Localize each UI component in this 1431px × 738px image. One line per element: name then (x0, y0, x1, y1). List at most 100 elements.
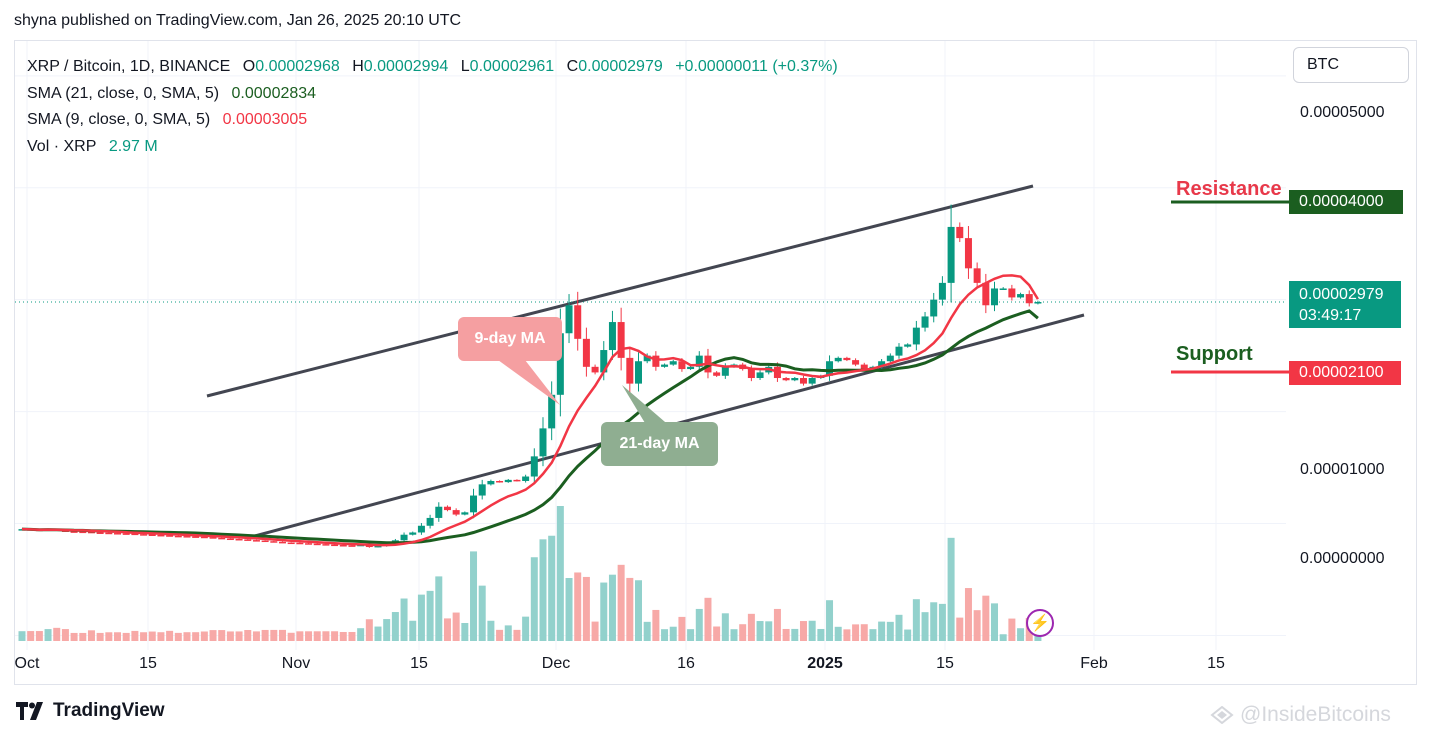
sma9-label[interactable]: SMA (9, close, 0, SMA, 5) (27, 111, 211, 128)
candle-body (956, 226, 964, 239)
candle-body (348, 545, 356, 547)
currency-button[interactable]: BTC (1293, 47, 1409, 83)
candle-body (1008, 288, 1016, 298)
candle-body (183, 536, 191, 538)
candle-body (669, 361, 677, 365)
insidebitcoins-logo-icon (1210, 706, 1234, 724)
candle-body (209, 537, 217, 539)
candle-body (244, 539, 252, 541)
candle-body (938, 282, 946, 300)
candle-body (435, 506, 443, 518)
channel-upper-line (206, 184, 1034, 398)
candle-body (756, 372, 764, 379)
candle-body (912, 327, 920, 345)
volume-bar (626, 577, 634, 641)
volume-bar (383, 619, 391, 641)
volume-bar (261, 629, 269, 641)
sma21-row: SMA (21, close, 0, SMA, 5) 0.00002834 (27, 81, 838, 108)
time-axis-label: 16 (677, 655, 695, 672)
symbol-name[interactable]: XRP / Bitcoin, 1D, BINANCE (27, 58, 231, 75)
volume-bar (765, 621, 773, 641)
volume-bar (600, 582, 608, 641)
volume-bar (218, 630, 226, 641)
candle-body (652, 355, 660, 367)
chart-legend: XRP / Bitcoin, 1D, BINANCE O0.00002968 H… (27, 54, 838, 160)
ohlc-row: XRP / Bitcoin, 1D, BINANCE O0.00002968 H… (27, 58, 838, 75)
time-axis-label: 15 (410, 655, 428, 672)
candle-body (296, 542, 304, 545)
volume-bar (235, 631, 243, 641)
sma21-label[interactable]: SMA (21, close, 0, SMA, 5) (27, 84, 220, 102)
volume-bar (70, 632, 78, 641)
candle-body (982, 282, 990, 306)
volume-bar (773, 608, 781, 641)
candle-body (713, 372, 721, 376)
tradingview-logo-icon (16, 702, 43, 720)
volume-bar (852, 624, 860, 641)
candle-body (930, 299, 938, 317)
volume-bar (87, 630, 95, 641)
volume-bar (747, 613, 755, 641)
candle-body (478, 484, 486, 496)
candle-body (904, 344, 912, 347)
volume-bar (357, 628, 365, 641)
support-price-tag: 0.00002100 (1289, 361, 1401, 385)
volume-bar (730, 629, 738, 641)
sma21-value: 0.00002834 (231, 84, 317, 102)
volume-bar (252, 631, 260, 641)
candle-body (79, 531, 87, 534)
volume-bar (209, 630, 217, 641)
volume-bar (947, 537, 955, 641)
time-axis-label: Oct (14, 655, 40, 672)
volume-bar (27, 631, 35, 641)
price-axis-label: 0.00001000 (1300, 461, 1385, 478)
candle-body (852, 360, 860, 365)
candle-body (687, 366, 695, 370)
volume-bar (140, 632, 148, 641)
volume-bar (226, 631, 234, 641)
high-value: 0.00002994 (363, 58, 449, 75)
candle-body (305, 543, 313, 545)
candle-body (122, 533, 130, 535)
volume-bar (582, 576, 590, 641)
candle-body (721, 366, 729, 376)
candle-body (808, 378, 816, 384)
candle-body (747, 369, 755, 379)
volume-bar (548, 535, 556, 641)
time-axis-label: Nov (281, 655, 311, 672)
time-axis-label: Feb (1080, 655, 1108, 672)
volume-bar (678, 616, 686, 641)
candle-body (548, 394, 556, 429)
volume-bar (287, 632, 295, 641)
volume-bar (348, 631, 356, 641)
candle-body (1034, 302, 1042, 304)
candle-body (270, 541, 278, 543)
candle-body (87, 531, 95, 534)
candle-body (487, 480, 495, 485)
lightning-bolt-icon[interactable]: ⚡ (1026, 609, 1054, 637)
volume-bar (339, 631, 347, 641)
volume-label[interactable]: Vol · XRP (27, 137, 97, 155)
volume-bar (912, 599, 920, 641)
volume-bar (174, 632, 182, 641)
volume-bars (18, 506, 1042, 641)
volume-bar (487, 620, 495, 641)
candle-body (695, 355, 703, 367)
volume-bar (18, 631, 26, 641)
resistance-price-tag: 0.00004000 (1289, 190, 1403, 214)
candle-body (339, 545, 347, 547)
close-value: 0.00002979 (578, 58, 663, 75)
volume-bar (739, 624, 747, 641)
candle-body (643, 355, 651, 362)
candle-body (878, 361, 886, 367)
volume-bar (496, 629, 504, 641)
volume-bar (513, 629, 521, 641)
volume-bar (886, 621, 894, 641)
candle-body (522, 476, 530, 481)
candle-body (921, 316, 929, 328)
volume-bar (982, 595, 990, 641)
volume-bar (313, 631, 321, 641)
tradingview-brand[interactable]: TradingView (16, 700, 165, 722)
volume-bar (669, 626, 677, 641)
